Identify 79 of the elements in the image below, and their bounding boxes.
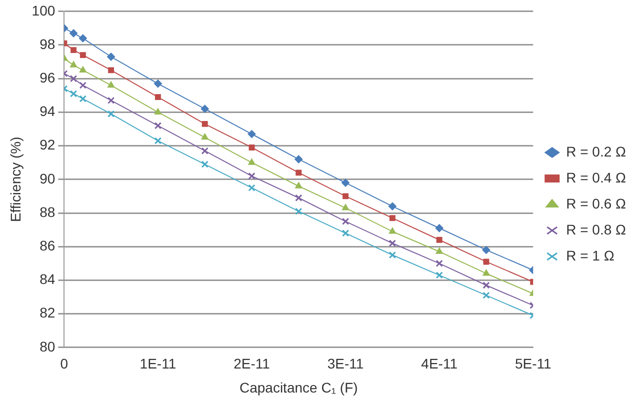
legend-label: R = 0.4 Ω	[566, 169, 626, 186]
point	[342, 178, 350, 187]
point	[107, 96, 115, 104]
point	[295, 194, 302, 202]
point	[436, 236, 442, 243]
x-tick-label: 0	[60, 356, 68, 372]
point	[154, 122, 162, 130]
x-tick-label: 2E-11	[234, 356, 270, 372]
point	[482, 269, 490, 276]
point	[342, 230, 350, 237]
point	[342, 204, 350, 210]
point	[154, 108, 162, 114]
y-tick-label: 82	[40, 304, 56, 321]
point	[389, 215, 396, 222]
point	[80, 52, 86, 58]
y-tick-label: 84	[40, 271, 56, 288]
point	[200, 104, 209, 113]
x-axis-title: Capacitance C₁ (F)	[239, 379, 358, 396]
point	[108, 81, 115, 88]
point	[201, 133, 208, 140]
point	[154, 80, 162, 88]
point	[295, 182, 302, 188]
y-tick-label: 90	[40, 170, 56, 186]
point	[342, 193, 349, 200]
point	[296, 170, 302, 176]
y-tick-label: 80	[40, 338, 56, 354]
point	[79, 95, 86, 102]
y-tick-label: 86	[40, 237, 56, 254]
point	[154, 94, 161, 100]
point	[483, 258, 490, 265]
x-tick-label: 3E-11	[327, 356, 364, 372]
point	[436, 248, 443, 254]
point	[108, 67, 114, 74]
legend-label: R = 0.8 Ω	[566, 221, 626, 238]
x-tick-label: 1E-11	[140, 356, 176, 372]
point	[482, 282, 490, 289]
point	[248, 158, 256, 165]
point	[201, 147, 208, 154]
point	[107, 52, 116, 61]
point	[388, 251, 396, 259]
point	[70, 29, 78, 38]
point	[70, 75, 78, 82]
point	[248, 184, 256, 192]
point	[435, 224, 444, 232]
point	[482, 246, 490, 254]
point	[342, 218, 350, 225]
point	[154, 137, 162, 144]
point	[482, 292, 490, 299]
point	[248, 130, 256, 138]
y-tick-label: 92	[40, 136, 56, 153]
y-tick-label: 96	[40, 69, 56, 86]
point	[201, 160, 208, 168]
point	[70, 90, 78, 98]
y-tick-label: 100	[32, 2, 56, 18]
y-axis-title: Efficiency (%)	[7, 136, 24, 222]
point	[436, 272, 443, 279]
point	[436, 260, 443, 267]
point	[202, 120, 208, 127]
x-tick-label: 4E-11	[421, 356, 458, 372]
point	[388, 227, 396, 234]
y-tick-label: 98	[40, 36, 56, 52]
point	[388, 240, 396, 247]
point	[294, 155, 303, 164]
point	[70, 61, 78, 68]
y-tick-label: 88	[40, 204, 56, 220]
point	[388, 202, 396, 210]
x-tick-label: 5E-11	[514, 356, 552, 372]
y-tick-label: 94	[40, 103, 56, 120]
legend-label: R = 0.6 Ω	[566, 195, 626, 212]
point	[79, 66, 86, 72]
point	[70, 47, 77, 54]
point	[107, 110, 115, 118]
point	[248, 172, 256, 180]
point	[295, 208, 302, 215]
legend-label: R = 1 Ω	[566, 247, 614, 264]
legend-label: R = 0.2 Ω	[566, 143, 626, 160]
point	[248, 144, 255, 150]
point	[79, 82, 86, 89]
point	[78, 34, 87, 42]
